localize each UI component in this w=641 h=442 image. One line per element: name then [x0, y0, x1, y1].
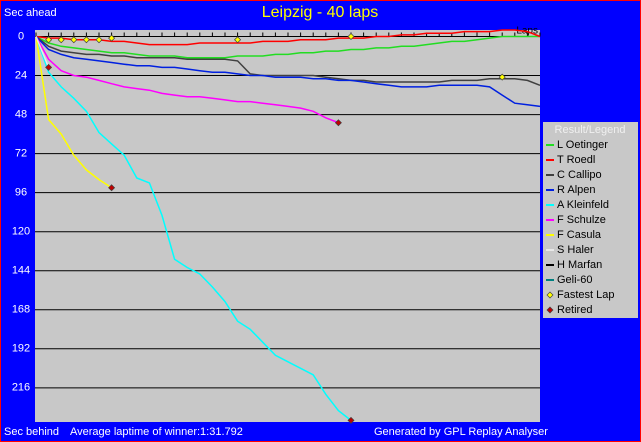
footer-left: Average laptime of winner:1:31.792 [70, 426, 243, 438]
legend-label: A Kleinfeld [557, 199, 609, 211]
series-line [35, 36, 50, 68]
series-line [35, 36, 113, 189]
legend-label: Geli-60 [557, 274, 592, 286]
y-tick-label: 192 [12, 343, 30, 355]
y-tick-label: 120 [12, 226, 30, 238]
marker [70, 36, 78, 44]
marker [108, 34, 116, 42]
legend-label: S Haler [557, 244, 594, 256]
legend-label: Retired [557, 304, 592, 316]
legend-label: R Alpen [557, 184, 596, 196]
y-label-bottom: Sec behind [4, 426, 59, 438]
marker [347, 416, 355, 424]
series-line [35, 35, 540, 59]
legend-box [543, 122, 638, 318]
series-line [35, 35, 541, 108]
marker [234, 36, 242, 44]
marker [45, 36, 53, 44]
y-tick-label: 24 [15, 69, 27, 81]
marker [57, 36, 65, 44]
y-label-top: Sec ahead [4, 7, 57, 19]
y-tick-label: 168 [12, 304, 30, 316]
legend-swatch [546, 291, 554, 299]
marker [45, 63, 53, 71]
y-tick-label: 48 [15, 108, 27, 120]
marker [334, 119, 342, 127]
plot-area [35, 30, 540, 422]
series-line [35, 36, 352, 421]
legend-label: L Oetinger [557, 139, 608, 151]
chart-title: Leipzig - 40 laps [262, 4, 379, 21]
series-line [35, 36, 339, 124]
y-tick-label: 216 [12, 382, 30, 394]
legend-label: F Casula [557, 229, 602, 241]
marker [82, 36, 90, 44]
y-tick-label: 0 [18, 30, 24, 42]
y-tick-label: 144 [12, 265, 30, 277]
legend-label: Fastest Lap [557, 289, 614, 301]
y-tick-label: 72 [15, 148, 27, 160]
series-line [35, 29, 541, 46]
legend-label: H Marfan [557, 259, 602, 271]
marker [108, 184, 116, 192]
series-line [35, 35, 541, 86]
marker [347, 33, 355, 41]
legend-label: T Roedl [557, 154, 595, 166]
legend-title: Result/Legend [555, 124, 626, 136]
footer-right: Generated by GPL Replay Analyser [374, 426, 548, 438]
y-tick-label: 96 [15, 187, 27, 199]
marker [95, 36, 103, 44]
legend-label: F Schulze [557, 214, 606, 226]
legend-label: C Callipo [557, 169, 602, 181]
legend-swatch [546, 306, 554, 314]
marker [498, 73, 506, 81]
